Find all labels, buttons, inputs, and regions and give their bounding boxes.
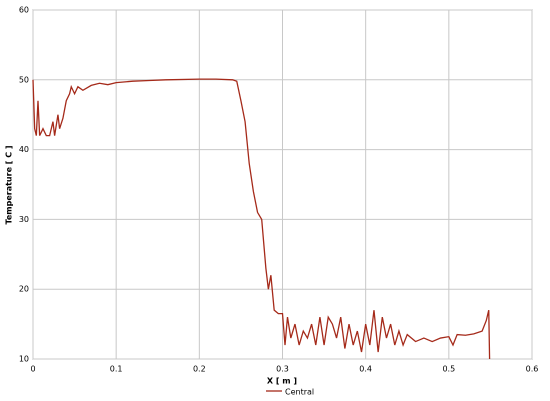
x-tick-label: 0.6 [526,365,539,374]
x-tick-label: 0.1 [110,365,123,374]
y-axis-label: Temperature [ C ] [5,145,14,224]
y-tick-label: 40 [19,145,29,154]
x-tick-label: 0.5 [442,365,455,374]
legend-label: Central [285,388,314,397]
y-tick-label: 60 [19,6,29,15]
y-tick-label: 10 [19,355,29,364]
data-line [32,78,491,360]
x-tick-label: 0.2 [193,365,206,374]
x-tick-label: 0 [30,365,35,374]
y-tick-label: 20 [19,285,29,294]
y-tick-label: 30 [19,215,29,224]
x-axis-label: X [ m ] [267,377,297,386]
x-tick-label: 0.3 [276,365,289,374]
x-tick-label: 0.4 [359,365,372,374]
y-tick-label: 50 [19,75,29,84]
